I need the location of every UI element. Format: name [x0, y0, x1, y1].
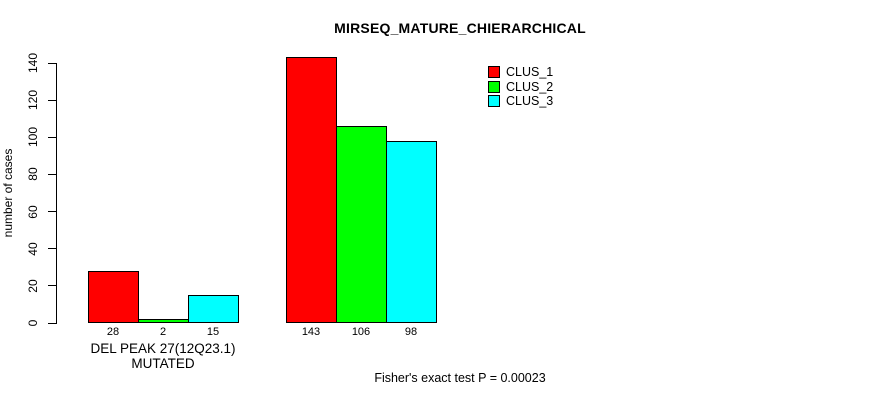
- legend: CLUS_1 CLUS_2 CLUS_3: [488, 65, 553, 109]
- y-axis-tick-label: 140: [26, 52, 40, 74]
- bar-value-label: 106: [351, 326, 371, 338]
- bar-value-label: 15: [206, 326, 220, 338]
- bar-value-label: 2: [159, 326, 167, 338]
- bar-clus-3-group-2: [386, 141, 437, 323]
- legend-item-clus-1: CLUS_1: [488, 65, 553, 80]
- y-axis-tick: [48, 211, 56, 213]
- legend-label: CLUS_2: [506, 79, 554, 94]
- y-axis-tick: [48, 136, 56, 138]
- y-axis-line: [56, 62, 57, 324]
- legend-label: CLUS_1: [506, 65, 554, 80]
- bar-clus-1-group-2: [286, 57, 337, 323]
- y-axis-tick: [48, 62, 56, 64]
- bar-clus-2-group-2: [336, 126, 387, 323]
- bar-value-label: 143: [301, 326, 321, 338]
- bar-clus-2-group-1: [138, 319, 189, 323]
- legend-label: CLUS_3: [506, 94, 554, 109]
- y-axis-tick: [48, 173, 56, 175]
- legend-swatch-clus-3: [488, 95, 500, 108]
- bar-clus-3-group-1: [188, 295, 239, 323]
- bar-value-label: 28: [106, 326, 120, 338]
- bar-clus-1-group-1: [88, 271, 139, 323]
- y-axis-tick: [48, 248, 56, 250]
- y-axis-tick: [48, 99, 56, 101]
- y-axis-tick: [48, 285, 56, 287]
- legend-swatch-clus-1: [488, 66, 500, 79]
- legend-item-clus-3: CLUS_3: [488, 94, 553, 109]
- bar-value-label: 98: [404, 326, 418, 338]
- fisher-test-annotation: Fisher's exact test P = 0.00023: [374, 371, 546, 385]
- chart-title: MIRSEQ_MATURE_CHIERARCHICAL: [334, 20, 586, 36]
- legend-item-clus-2: CLUS_2: [488, 80, 553, 95]
- y-axis-tick: [48, 322, 56, 324]
- y-axis-label: number of cases: [1, 148, 15, 238]
- x-axis-group-label: DEL PEAK 27(12Q23.1) MUTATED: [90, 341, 236, 371]
- legend-swatch-clus-2: [488, 80, 500, 93]
